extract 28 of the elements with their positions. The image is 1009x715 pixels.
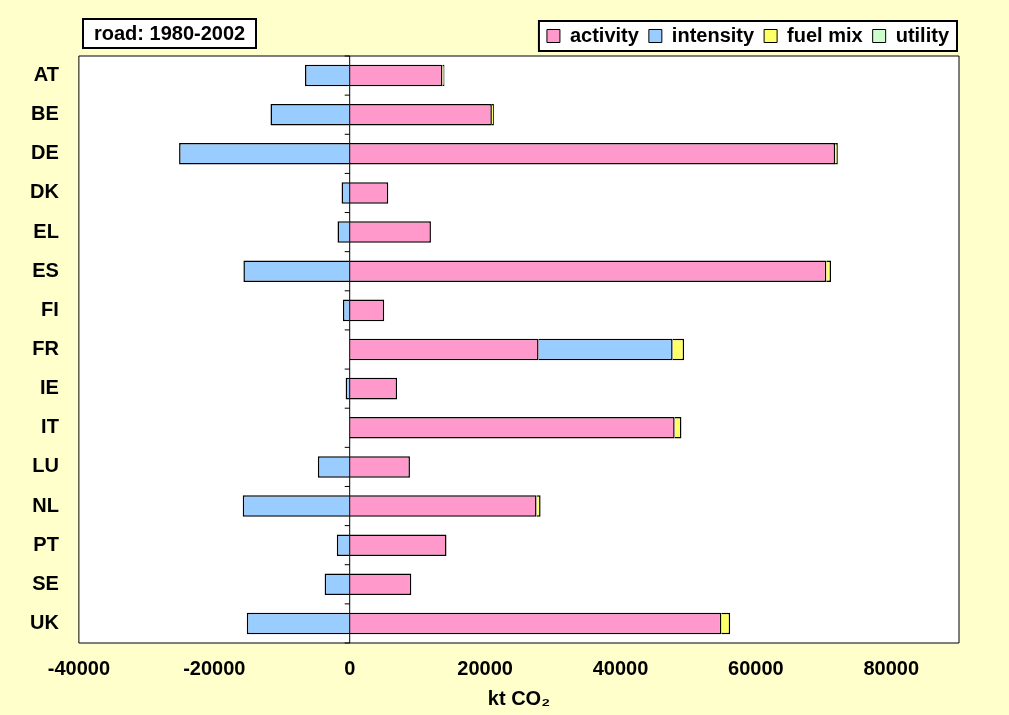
y-tick-label: PT [33,532,59,555]
y-tick-label: ES [32,258,59,281]
x-tick-label: 80000 [863,656,920,679]
x-tick-label: 60000 [728,656,784,679]
y-tick-label: NL [32,493,59,516]
chart-title: road: 1980-2002 [82,18,258,49]
y-tick-label: IT [41,415,59,438]
legend-label: intensity [671,23,755,46]
x-tick-label: -40000 [47,656,111,679]
y-tick-label: LU [32,454,59,477]
y-tick-label: FI [41,297,59,320]
y-tick-label: DK [30,180,60,203]
y-tick-label: IE [39,376,59,399]
y-tick-label: AT [33,63,59,86]
y-tick-label: EL [33,219,59,242]
legend-label: fuel mix [787,23,863,46]
y-tick-label: BE [31,102,59,125]
y-tick-label: DE [31,141,59,164]
x-tick-label: 40000 [592,656,649,679]
y-tick-label: UK [30,610,60,633]
y-tick-label: FR [32,337,60,360]
x-axis-title: kt CO₂ [487,686,551,709]
x-tick-label: -20000 [183,656,246,679]
legend-label: activity [569,23,640,46]
x-tick-label: 0 [344,656,356,679]
legend-label: utility [895,23,950,46]
x-tick-label: 20000 [457,656,513,679]
y-tick-label: SE [32,571,59,594]
